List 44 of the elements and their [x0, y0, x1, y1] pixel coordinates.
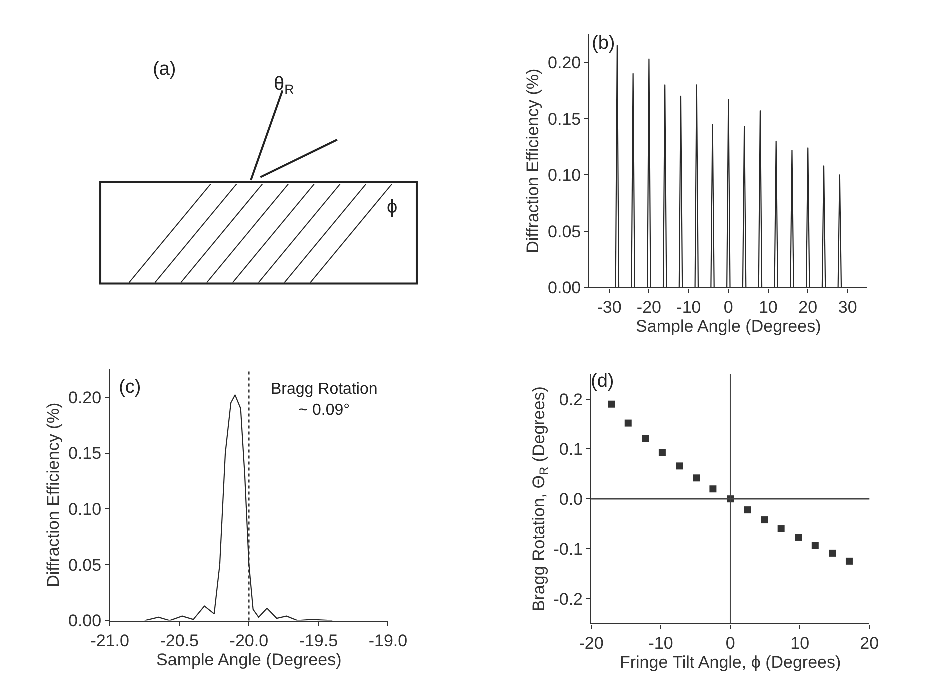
x-axis-title: Sample Angle (Degrees) — [156, 650, 342, 670]
x-tick-label: -10 — [676, 298, 702, 318]
text: ϕ — [387, 197, 398, 218]
y-tick-label: 0.2 — [559, 390, 584, 410]
x-tick-label: -19.0 — [368, 631, 408, 650]
x-tick-label: 0 — [724, 298, 734, 318]
x-tick-label: -21.0 — [90, 631, 130, 650]
x-tick-label: -10 — [648, 634, 674, 654]
text: (a) — [153, 59, 176, 80]
y-tick-label: 0.05 — [68, 556, 102, 575]
x-tick-label: 0 — [726, 634, 736, 654]
x-tick-label: -20 — [579, 634, 604, 654]
y-tick-label: 0.15 — [68, 444, 102, 464]
x-tick-label: 10 — [758, 298, 778, 318]
y-tick-label: 0.00 — [548, 278, 582, 298]
y-tick-label: 0.1 — [559, 440, 584, 460]
x-tick-label: -19.5 — [299, 631, 338, 650]
annotation: Bragg Rotation ~ 0.09° — [271, 381, 378, 419]
y-axis-title: Diffraction Efficiency (%) — [524, 68, 543, 254]
annotation: (c) — [119, 377, 142, 398]
y-tick-label: 0.10 — [548, 166, 582, 186]
y-tick-label: 0.20 — [548, 54, 582, 73]
y-tick-label: 0.15 — [548, 110, 582, 129]
annotation: (b) — [592, 33, 616, 54]
y-tick-label: 0.10 — [68, 500, 102, 520]
x-tick-label: -30 — [597, 298, 622, 318]
x-tick-label: 20 — [860, 634, 880, 654]
x-tick-label: -20 — [636, 298, 662, 318]
x-axis-title: Fringe Tilt Angle, ϕ (Degrees) — [620, 653, 842, 672]
y-tick-label: 0.20 — [68, 388, 102, 408]
y-tick-label: 0.00 — [68, 612, 102, 631]
y-tick-label: 0.0 — [559, 490, 584, 510]
x-axis-title: Sample Angle (Degrees) — [636, 317, 822, 336]
y-tick-label: 0.05 — [548, 222, 582, 242]
annotation: (d) — [591, 371, 614, 392]
x-tick-label: -20.5 — [160, 631, 200, 650]
y-tick-label: -0.1 — [554, 540, 584, 559]
y-tick-label: -0.2 — [554, 590, 584, 609]
x-tick-label: 30 — [838, 298, 858, 318]
y-axis-title: Diffraction Efficiency (%) — [44, 402, 64, 588]
x-tick-label: 10 — [790, 634, 810, 654]
x-tick-label: 20 — [798, 298, 818, 318]
x-tick-label: -20.0 — [230, 631, 269, 650]
text: θ$_{R}$ — [274, 74, 294, 97]
